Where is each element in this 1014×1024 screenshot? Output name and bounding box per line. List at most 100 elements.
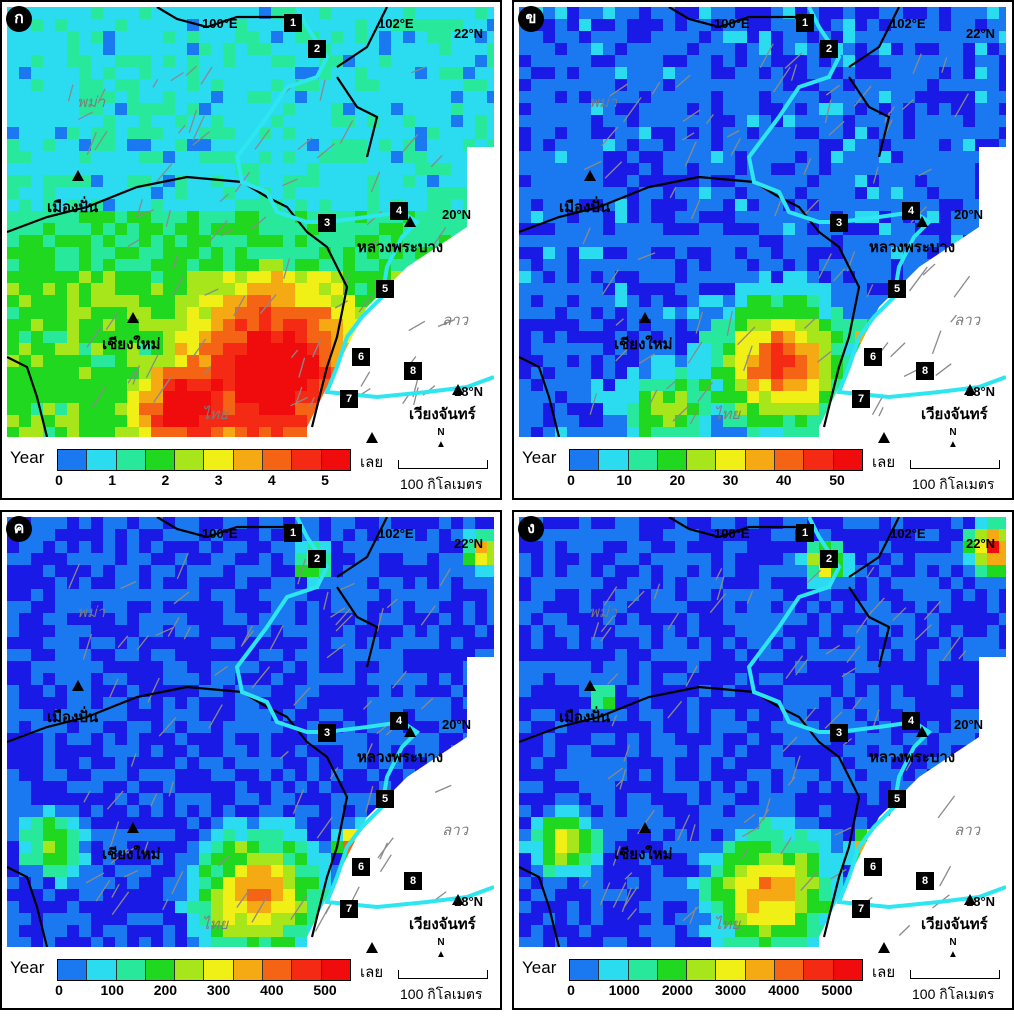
scale-tick-label: 4000 [768, 982, 800, 998]
panel-letter: ค [6, 516, 32, 542]
color-scale-swatch [175, 450, 205, 470]
site-marker: 5 [888, 790, 906, 808]
color-scale-swatch [204, 960, 234, 980]
city-label-vientiane: เวียงจันทร์ [409, 406, 476, 423]
lat-label-22: 22°N [966, 536, 996, 551]
color-scale-swatch [657, 450, 688, 470]
site-marker: 5 [888, 280, 906, 298]
scale-tick-label: 5 [321, 472, 329, 488]
scale-tick-label: 50 [829, 472, 845, 488]
lon-label-102: 102°E [890, 526, 926, 541]
lat-label-22: 22°N [966, 26, 996, 41]
site-marker: 5 [376, 790, 394, 808]
scale-bar-label: 100 กิโลเมตร [912, 476, 995, 492]
country-label-myanmar: พม่า [589, 604, 618, 621]
city-marker-icon [72, 170, 84, 181]
color-scale-bar [569, 959, 863, 981]
scale-bar-label: 100 กิโลเมตร [400, 476, 483, 492]
site-marker: 1 [796, 524, 814, 542]
site-marker: 1 [796, 14, 814, 32]
city-marker-icon [72, 680, 84, 691]
city-marker-icon [584, 680, 596, 691]
lat-label-20: 20°N [954, 207, 984, 222]
city-marker-icon [584, 170, 596, 181]
country-label-laos: ลาว [442, 312, 469, 329]
city-label-vientiane: เวียงจันทร์ [409, 916, 476, 933]
site-marker: 7 [852, 390, 870, 408]
scale-tick-label: 20 [669, 472, 686, 488]
color-scale-swatch [263, 960, 293, 980]
city-marker-icon [452, 894, 464, 905]
color-scale-swatch [833, 450, 862, 470]
color-scale-bar [57, 959, 351, 981]
country-label-myanmar: พม่า [589, 94, 618, 111]
north-arrow-icon: N ▲ [948, 427, 958, 450]
city-label-luangprabang: หลวงพระบาง [869, 749, 956, 766]
scale-bar [398, 460, 488, 469]
color-scale-swatch [716, 960, 746, 980]
scale-tick-label: 300 [206, 982, 231, 998]
scale-bar [398, 970, 488, 979]
scale-tick-label: 2000 [661, 982, 693, 998]
scale-tick-label: 1 [108, 472, 117, 488]
map-panel: งพม่า ลาว ไทย 100°E 102°E 22°N 20°N 18°N เมืองปั… [512, 510, 1014, 1010]
color-scale-swatch [833, 960, 862, 980]
north-arrow-icon: N ▲ [948, 937, 958, 960]
site-marker: 8 [404, 872, 422, 890]
city-label-chiangmai: เชียงใหม่ [102, 846, 161, 863]
country-label-thailand: ไทย [714, 406, 741, 423]
color-scale-swatch [145, 450, 176, 470]
lon-label-100: 100°E [202, 16, 238, 31]
color-scale-swatch [804, 450, 834, 470]
city-marker-icon [639, 312, 651, 323]
color-scale-swatch [657, 960, 688, 980]
color-scale-swatch [292, 960, 322, 980]
scale-tick-label: 40 [776, 472, 792, 488]
scale-tick-label: 4 [267, 472, 276, 488]
site-marker: 4 [902, 712, 920, 730]
color-scale-swatch [263, 450, 293, 470]
map-panel: กพม่า ลาว ไทย 100°E 102°E 22°N 20°N 18°N เมืองปั… [0, 0, 502, 500]
country-label-thailand: ไทย [202, 916, 229, 933]
color-scale-swatch [204, 450, 234, 470]
site-marker: 8 [404, 362, 422, 380]
site-marker: 1 [284, 14, 302, 32]
country-label-thailand: ไทย [202, 406, 229, 423]
scale-tick-label: 1000 [608, 982, 640, 998]
legend-title: Year [522, 448, 557, 467]
city-marker-icon [639, 822, 651, 833]
lon-label-100: 100°E [714, 16, 750, 31]
lon-label-102: 102°E [378, 16, 414, 31]
scale-tick-label: 0 [567, 982, 575, 998]
site-marker: 6 [864, 858, 882, 876]
legend-title: Year [522, 958, 557, 977]
color-scale-swatch [87, 960, 117, 980]
color-scale-swatch [570, 960, 600, 980]
country-label-laos: ลาว [442, 822, 469, 839]
color-scale-swatch [292, 450, 322, 470]
color-scale-swatch [599, 450, 629, 470]
color-scale-swatch [116, 450, 146, 470]
scale-tick-label: 5000 [821, 982, 853, 998]
lat-label-20: 20°N [442, 207, 472, 222]
scale-tick-label: 0 [567, 472, 575, 488]
lat-label-20: 20°N [954, 717, 984, 732]
city-label-chiangmai: เชียงใหม่ [102, 336, 161, 353]
scale-bar-label: 100 กิโลเมตร [400, 986, 483, 1002]
color-scale-swatch [628, 960, 658, 980]
city-marker-icon [452, 384, 464, 395]
color-scale-swatch [599, 960, 629, 980]
color-scale-swatch [321, 450, 350, 470]
city-marker-icon [916, 726, 928, 737]
color-scale-swatch [745, 960, 776, 980]
map-panel: ขพม่า ลาว ไทย 100°E 102°E 22°N 20°N 18°N เมืองปั… [512, 0, 1014, 500]
color-scale-swatch [233, 450, 264, 470]
scale-tick-label: 30 [722, 472, 739, 488]
color-scale-swatch [58, 960, 88, 980]
lat-label-22: 22°N [454, 536, 484, 551]
site-marker: 2 [308, 40, 326, 58]
color-scale-swatch [570, 450, 600, 470]
color-scale-swatch [687, 960, 717, 980]
site-marker: 7 [340, 900, 358, 918]
scale-tick-label: 10 [616, 472, 632, 488]
